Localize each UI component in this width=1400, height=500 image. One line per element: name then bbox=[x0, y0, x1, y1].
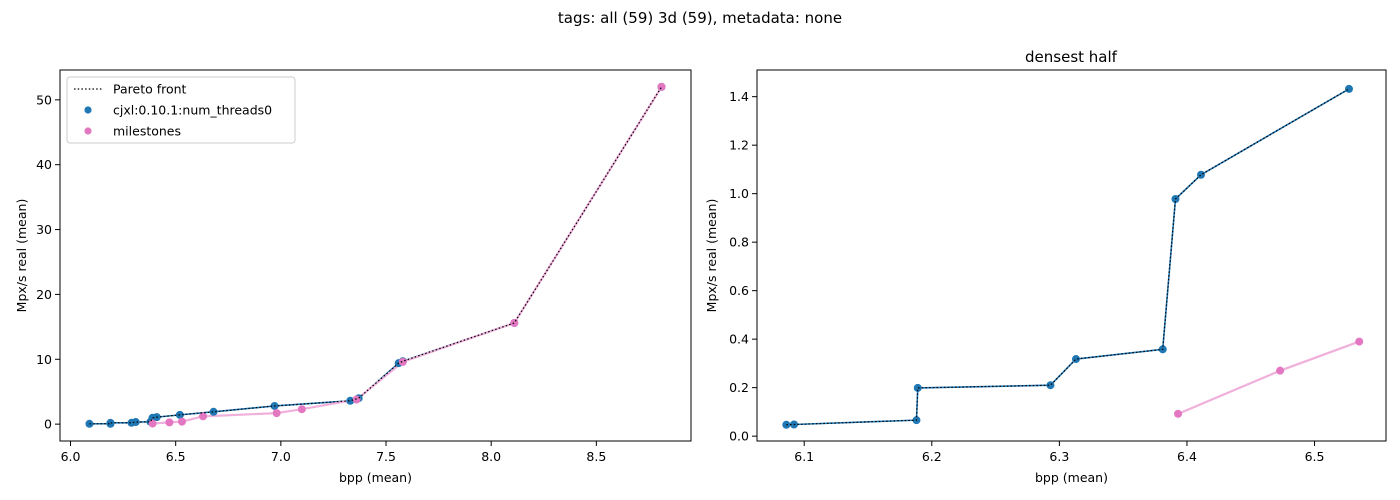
left-chart-milestones-point bbox=[297, 405, 306, 414]
left-chart-xtick-label: 8.5 bbox=[586, 449, 606, 464]
right-chart-ytick-label: 0.6 bbox=[729, 283, 749, 298]
left-chart-series bbox=[85, 82, 666, 428]
left-chart-ytick-label: 40 bbox=[36, 157, 52, 172]
right-chart-ytick-label: 0.4 bbox=[729, 332, 749, 347]
left-chart-xtick-label: 6.0 bbox=[61, 449, 81, 464]
right-chart-ytick-label: 0.8 bbox=[729, 235, 749, 250]
left-chart-ytick-label: 50 bbox=[36, 92, 52, 107]
left-chart-y-ticks: 0 10 20 30 40 50 bbox=[36, 92, 60, 432]
left-chart-milestones-point bbox=[165, 418, 174, 427]
right-chart-cjxl-point bbox=[1071, 355, 1080, 364]
left-chart-cjxl-point bbox=[209, 407, 218, 416]
left-chart-cjxl-point bbox=[131, 418, 140, 427]
right-chart: densest half bpp (mean) Mpx/s real (mean… bbox=[704, 48, 1387, 485]
left-chart-milestones-point bbox=[177, 417, 186, 426]
right-chart-y-ticks: 0.0 0.2 0.4 0.6 0.8 1.0 1.2 1.4 bbox=[729, 89, 757, 444]
left-chart-x-ticks: 6.0 6.5 7.0 7.5 8.0 8.5 bbox=[61, 441, 606, 464]
left-chart-milestones-point bbox=[272, 409, 281, 418]
legend-cjxl-label: cjxl:0.10.1:num_threads0 bbox=[113, 103, 272, 118]
left-chart-ytick-label: 10 bbox=[36, 352, 52, 367]
left-chart-frame bbox=[59, 69, 692, 442]
right-chart-xtick-label: 6.2 bbox=[922, 449, 942, 464]
left-chart-cjxl-point bbox=[346, 396, 355, 405]
left-chart-milestones-point bbox=[148, 419, 157, 428]
legend-cjxl-marker bbox=[84, 106, 92, 114]
left-chart-ylabel: Mpx/s real (mean) bbox=[14, 199, 29, 313]
left-chart-cjxl-point bbox=[106, 418, 115, 427]
left-chart-milestones-point bbox=[352, 395, 361, 404]
left-chart-cjxl-point bbox=[175, 410, 184, 419]
right-chart-x-ticks: 6.1 6.2 6.3 6.4 6.5 bbox=[794, 441, 1324, 464]
right-chart-ytick-label: 1.0 bbox=[729, 186, 749, 201]
right-chart-cjxl-point bbox=[913, 383, 922, 392]
legend-milestones-label: milestones bbox=[113, 124, 181, 139]
right-chart-cjxl-line bbox=[786, 88, 1350, 426]
left-chart-xtick-label: 6.5 bbox=[166, 449, 186, 464]
left-chart-milestones-point bbox=[510, 318, 519, 327]
right-chart-xtick-label: 6.3 bbox=[1049, 449, 1069, 464]
right-chart-cjxl-point bbox=[1046, 381, 1055, 390]
left-chart-ytick-label: 30 bbox=[36, 222, 52, 237]
left-chart-xtick-label: 8.0 bbox=[481, 449, 501, 464]
right-chart-xtick-label: 6.1 bbox=[794, 449, 814, 464]
legend-pareto-label: Pareto front bbox=[113, 82, 187, 97]
left-chart-milestones-line bbox=[152, 86, 663, 425]
right-chart-ylabel: Mpx/s real (mean) bbox=[704, 199, 719, 313]
right-chart-pareto-front bbox=[786, 88, 1350, 426]
right-chart-frame bbox=[756, 69, 1387, 442]
right-chart-cjxl-point bbox=[1345, 84, 1353, 93]
figure-suptitle: tags: all (59) 3d (59), metadata: none bbox=[558, 9, 842, 27]
right-chart-series bbox=[782, 84, 1364, 429]
legend: Pareto front cjxl:0.10.1:num_threads0 mi… bbox=[66, 76, 296, 144]
legend-milestones-marker bbox=[84, 127, 92, 135]
legend-box bbox=[66, 76, 296, 144]
left-chart-xlabel: bpp (mean) bbox=[339, 470, 412, 485]
right-chart-milestones-point bbox=[1355, 337, 1364, 346]
right-chart-milestones-point bbox=[1276, 366, 1285, 375]
left-chart: bpp (mean) Mpx/s real (mean) 6.0 6.5 7.0 7.… bbox=[14, 69, 692, 485]
right-chart-xtick-label: 6.4 bbox=[1177, 449, 1197, 464]
right-chart-ytick-label: 1.4 bbox=[729, 89, 749, 104]
right-chart-ytick-label: 0.0 bbox=[729, 429, 749, 444]
left-chart-xtick-label: 7.0 bbox=[271, 449, 291, 464]
left-chart-ytick-label: 20 bbox=[36, 287, 52, 302]
left-chart-milestones-point bbox=[199, 412, 208, 421]
right-chart-xtick-label: 6.5 bbox=[1305, 449, 1325, 464]
right-chart-ytick-label: 0.2 bbox=[729, 380, 749, 395]
right-chart-xlabel: bpp (mean) bbox=[1035, 470, 1108, 485]
left-chart-milestones-point bbox=[657, 82, 666, 91]
left-chart-milestones-point bbox=[398, 357, 407, 366]
right-chart-cjxl-point bbox=[1197, 170, 1205, 179]
right-chart-milestones-point bbox=[1174, 409, 1183, 418]
right-chart-ytick-label: 1.2 bbox=[729, 138, 749, 153]
left-chart-ytick-label: 0 bbox=[44, 417, 52, 432]
left-chart-xtick-label: 7.5 bbox=[376, 449, 396, 464]
right-chart-milestones-line bbox=[1177, 340, 1360, 415]
right-chart-title: densest half bbox=[1025, 48, 1118, 66]
